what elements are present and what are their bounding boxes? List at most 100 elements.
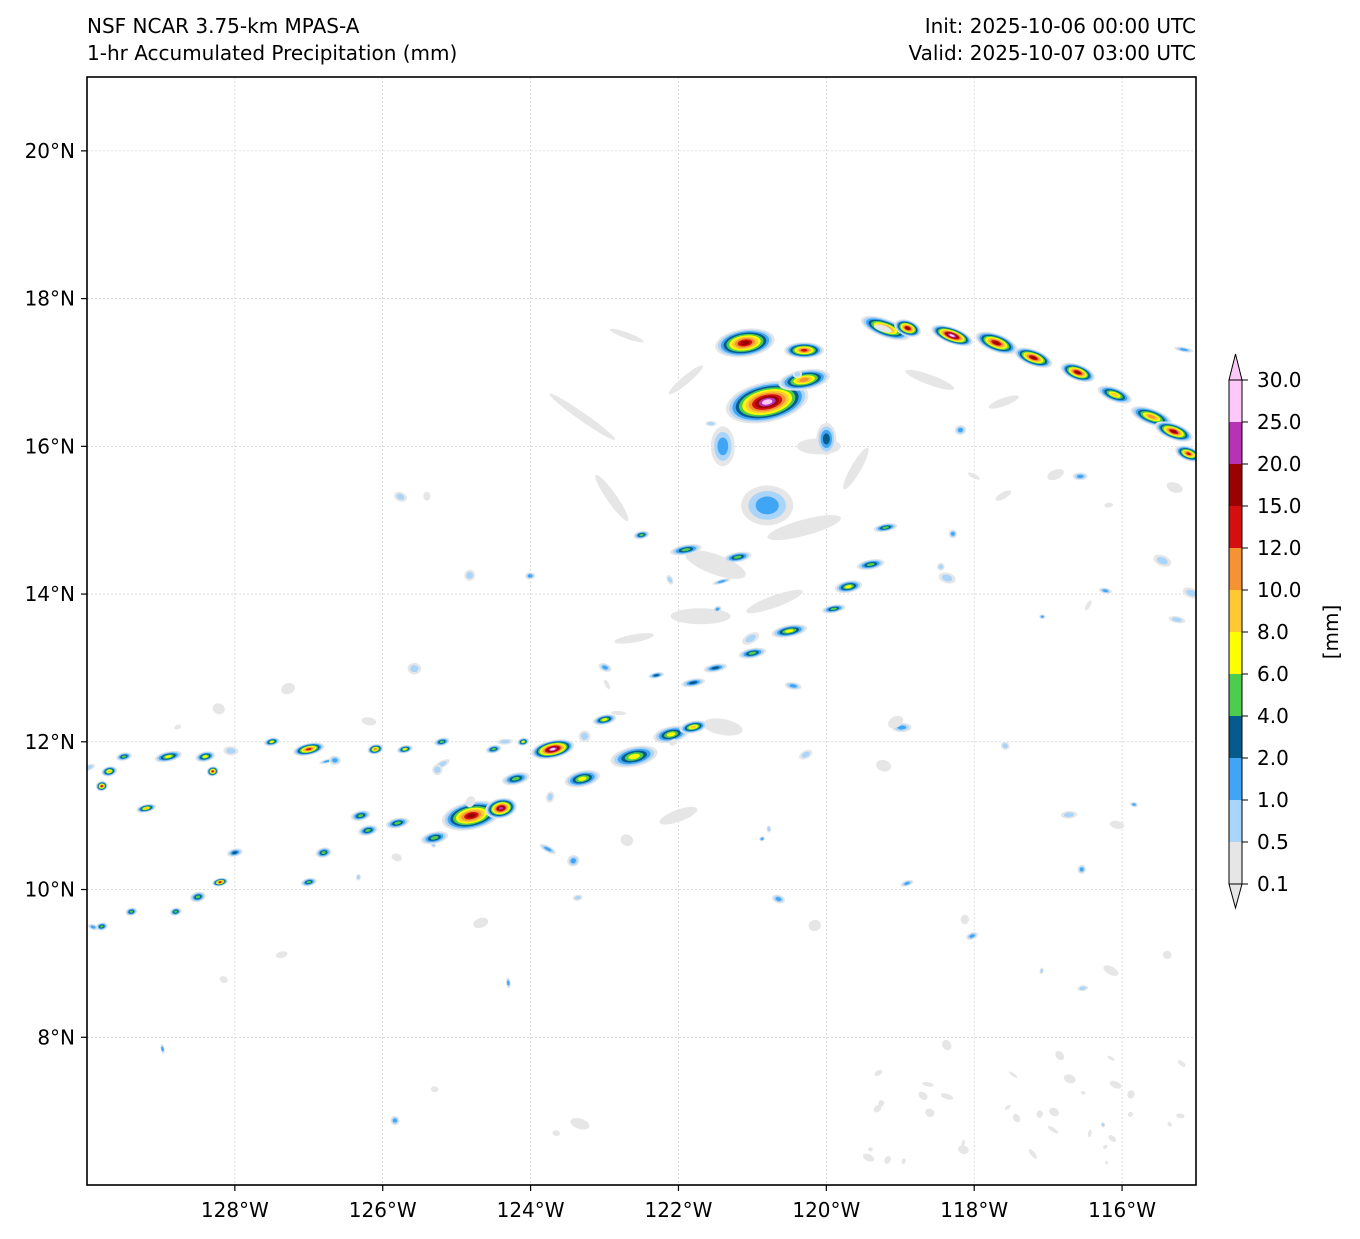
precip-contour — [574, 895, 581, 900]
precip-contour — [940, 1093, 954, 1100]
precip-contour — [100, 785, 103, 788]
precip-contour — [410, 665, 419, 673]
precip-contour — [1040, 615, 1044, 618]
gridlines — [87, 77, 1196, 1185]
colorbar-label: [mm] — [1319, 605, 1343, 660]
precip-contour — [423, 491, 431, 501]
precip-contour — [1055, 1051, 1065, 1061]
colorbar-tick-label: 30.0 — [1257, 368, 1302, 392]
precip-contour — [800, 348, 808, 352]
precip-contour — [659, 806, 698, 825]
precip-contour — [653, 674, 660, 677]
precip-contour — [843, 447, 869, 490]
precip-contour — [466, 571, 474, 579]
precip-contour — [873, 1105, 882, 1113]
precip-contour — [868, 1147, 873, 1152]
precip-contour — [1179, 348, 1189, 351]
precip-contour — [876, 759, 892, 772]
precip-contour — [1147, 414, 1156, 419]
precip-contour — [685, 550, 746, 579]
precip-contour — [90, 925, 96, 929]
precip-contour — [1047, 1125, 1059, 1134]
precip-contour — [669, 738, 678, 746]
precip-contour — [761, 399, 773, 405]
colorbar-extend-min — [1228, 883, 1243, 910]
precip-contour — [942, 1039, 952, 1051]
precip-contour — [275, 951, 288, 959]
precip-contour — [1186, 452, 1191, 456]
precip-contour — [394, 821, 401, 825]
colorbar-segment — [1229, 632, 1242, 674]
precip-contour — [988, 395, 1019, 409]
precip-contour — [1076, 474, 1084, 479]
precip-contour — [794, 372, 801, 377]
colorbar-tick-label: 12.0 — [1257, 536, 1302, 560]
precip-contour — [1176, 1113, 1185, 1119]
x-tick-label: 116°W — [1088, 1198, 1156, 1222]
precip-contour — [950, 531, 955, 536]
precip-contour — [878, 1099, 885, 1107]
precip-contour — [356, 875, 360, 880]
precip-contour — [570, 1118, 590, 1130]
precip-contour — [822, 433, 830, 445]
precip-contour — [544, 846, 552, 852]
precip-contour — [1109, 820, 1125, 829]
precip-contour — [321, 851, 326, 855]
precip-contour — [995, 490, 1012, 501]
precip-contour — [620, 834, 634, 846]
precip-contour — [603, 679, 611, 690]
colorbar-segment — [1229, 590, 1242, 632]
precip-contour — [611, 710, 627, 716]
precip-contour — [202, 755, 208, 758]
y-tick-label: 14°N — [25, 582, 75, 606]
precip-contour — [957, 427, 963, 433]
model-title: NSF NCAR 3.75-km MPAS-A — [87, 14, 360, 38]
precip-contour — [511, 776, 520, 781]
precip-contour — [746, 589, 803, 614]
y-tick-label: 16°N — [25, 434, 75, 458]
colorbar-segment — [1229, 842, 1242, 884]
precip-contour — [1004, 1104, 1011, 1110]
precip-contour — [211, 770, 214, 773]
precip-contour — [164, 755, 172, 758]
y-tick-label: 12°N — [25, 730, 75, 754]
precip-contour — [958, 1145, 969, 1155]
colorbar-tick-label: 2.0 — [1257, 746, 1289, 770]
precip-contour — [1167, 1122, 1172, 1127]
precip-contour — [129, 910, 134, 913]
precip-contour — [174, 724, 182, 730]
precip-contour — [922, 1082, 934, 1087]
precip-contour — [1108, 1134, 1116, 1142]
precip-contour — [715, 607, 720, 611]
precip-contour — [491, 747, 496, 751]
precip-contour — [1101, 1123, 1105, 1127]
precip-contour — [1028, 1149, 1037, 1159]
precip-contour — [547, 793, 553, 801]
precip-contour — [1170, 430, 1177, 434]
precip-contour — [396, 493, 405, 500]
precip-contour — [1104, 502, 1114, 508]
precip-contour — [392, 1118, 397, 1123]
precip-contour — [1063, 1074, 1076, 1084]
precip-contour — [949, 334, 955, 337]
plot-frame — [86, 76, 1197, 1186]
colorbar-extend-max — [1228, 353, 1243, 381]
precip-contour — [1049, 1107, 1059, 1117]
precip-contour — [1030, 356, 1037, 360]
precip-contour — [226, 748, 236, 754]
precip-contour — [467, 813, 476, 818]
x-tick-label: 120°W — [792, 1198, 860, 1222]
precip-contour — [681, 548, 691, 552]
field-title: 1-hr Accumulated Precipitation (mm) — [87, 41, 458, 65]
x-tick-label: 118°W — [940, 1198, 1008, 1222]
precip-contour — [144, 807, 149, 810]
precip-contour — [667, 576, 673, 583]
precip-contour — [219, 976, 228, 983]
precip-contour — [862, 1153, 875, 1162]
precip-contour — [1156, 556, 1168, 565]
precip-contour — [1084, 600, 1092, 611]
precip-field — [87, 315, 1196, 1165]
x-tick-label: 122°W — [644, 1198, 712, 1222]
precip-contour — [760, 837, 764, 841]
precip-contour — [1177, 1060, 1186, 1067]
